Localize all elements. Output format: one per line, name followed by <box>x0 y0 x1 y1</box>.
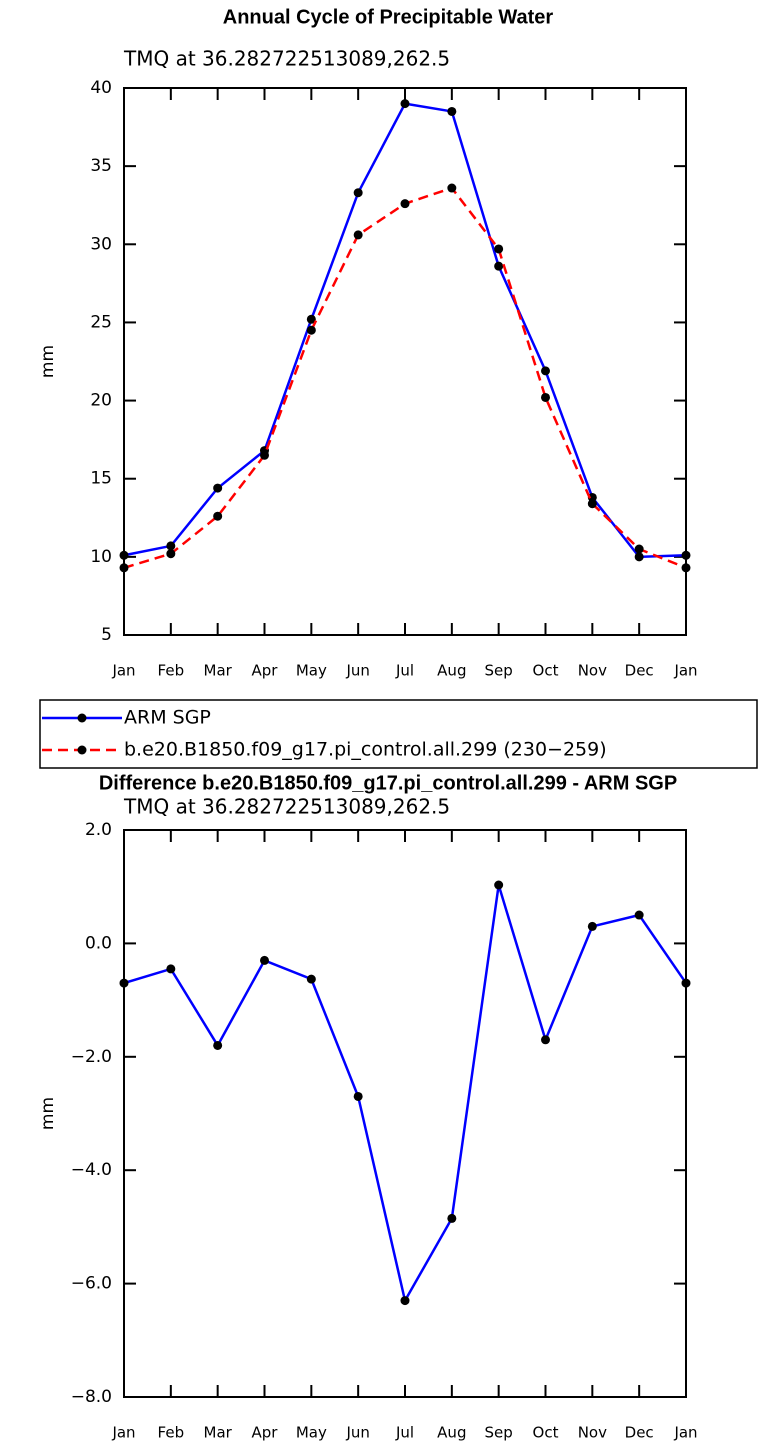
chart-subtitle: TMQ at 36.282722513089,262.5 <box>123 795 450 819</box>
x-tick-label: Jul <box>395 662 414 680</box>
y-axis-label: mm <box>38 1097 58 1130</box>
x-tick-label: Sep <box>485 1424 513 1442</box>
x-tick-label: Aug <box>437 1424 466 1442</box>
y-tick-label: −4.0 <box>71 1160 112 1180</box>
data-point <box>447 183 457 193</box>
data-point <box>166 964 176 974</box>
data-point <box>541 1035 550 1045</box>
chart-subtitle: TMQ at 36.282722513089,262.5 <box>123 47 450 71</box>
chart-title: Annual Cycle of Precipitable Water <box>223 6 554 28</box>
y-tick-label: −2.0 <box>71 1047 112 1067</box>
x-tick-label: Apr <box>252 662 279 680</box>
data-point <box>681 978 691 988</box>
x-tick-label: Oct <box>533 662 559 680</box>
data-point <box>353 1091 363 1101</box>
data-point <box>447 1213 457 1223</box>
series-line <box>123 884 688 1305</box>
x-tick-label: Nov <box>578 1424 607 1442</box>
data-point <box>213 483 223 493</box>
x-tick-label: Jan <box>111 662 135 680</box>
x-tick-label: Nov <box>578 662 607 680</box>
y-tick-label: −8.0 <box>71 1387 112 1407</box>
data-point <box>587 921 597 931</box>
data-point <box>119 550 129 560</box>
y-tick-label: −6.0 <box>71 1274 112 1294</box>
x-tick-label: Mar <box>204 662 233 680</box>
y-tick-label: 20 <box>90 391 112 411</box>
data-point <box>353 188 363 198</box>
data-point <box>400 99 410 109</box>
data-point <box>494 244 504 254</box>
y-tick-label: 40 <box>90 78 112 98</box>
data-point <box>587 499 597 509</box>
x-tick-label: Jun <box>345 662 369 680</box>
legend-label: b.e20.B1850.f09_g17.pi_control.all.299 (… <box>124 739 607 761</box>
data-point <box>119 563 129 573</box>
data-point <box>306 314 316 324</box>
y-tick-label: 2.0 <box>85 820 112 840</box>
legend-label: ARM SGP <box>124 707 211 729</box>
data-point <box>447 106 457 116</box>
x-tick-label: Dec <box>625 662 654 680</box>
x-tick-label: May <box>296 1424 327 1442</box>
x-tick-label: Mar <box>204 1424 233 1442</box>
x-tick-label: Jan <box>673 1424 697 1442</box>
y-tick-label: 30 <box>90 234 112 254</box>
x-tick-label: Jan <box>673 662 697 680</box>
chart-title: Difference b.e20.B1850.f09_g17.pi_contro… <box>99 772 677 794</box>
data-point <box>541 392 550 402</box>
x-tick-label: Feb <box>158 1424 185 1442</box>
x-tick-label: Oct <box>533 1424 559 1442</box>
data-point <box>587 492 597 502</box>
legend-marker <box>77 745 87 755</box>
legend-marker <box>77 713 87 723</box>
y-tick-label: 10 <box>90 547 112 567</box>
x-tick-label: Apr <box>252 1424 279 1442</box>
legend-box <box>39 699 758 769</box>
y-tick-label: 0.0 <box>85 933 112 953</box>
x-tick-label: Jan <box>111 1424 135 1442</box>
plot-frame <box>123 829 687 1398</box>
x-tick-label: Aug <box>437 662 466 680</box>
y-tick-label: 5 <box>101 625 112 645</box>
data-point <box>306 325 316 335</box>
data-point <box>400 1296 410 1306</box>
data-point <box>119 978 129 988</box>
x-tick-label: Dec <box>625 1424 654 1442</box>
data-point <box>541 366 550 376</box>
x-tick-label: Sep <box>485 662 513 680</box>
y-axis-label: mm <box>38 345 58 378</box>
x-tick-label: Jun <box>345 1424 369 1442</box>
data-point <box>494 880 504 890</box>
data-point <box>260 450 269 460</box>
data-point <box>634 552 644 562</box>
data-point <box>213 1040 223 1050</box>
series-line <box>123 102 687 559</box>
data-point <box>260 955 269 965</box>
y-tick-label: 15 <box>90 469 112 489</box>
data-point <box>166 549 176 559</box>
data-point <box>306 974 316 984</box>
data-point <box>353 230 363 240</box>
data-point <box>634 910 644 920</box>
x-tick-label: May <box>296 662 327 680</box>
data-point <box>166 541 176 551</box>
x-tick-label: Feb <box>158 662 185 680</box>
data-point <box>681 550 691 560</box>
plot-frame <box>123 87 687 636</box>
x-tick-label: Jul <box>395 1424 414 1442</box>
data-point <box>213 511 223 521</box>
data-point <box>681 563 691 573</box>
data-point <box>634 544 644 554</box>
y-tick-label: 25 <box>90 312 112 332</box>
y-tick-label: 35 <box>90 156 112 176</box>
data-point <box>494 261 504 271</box>
data-point <box>400 199 410 209</box>
